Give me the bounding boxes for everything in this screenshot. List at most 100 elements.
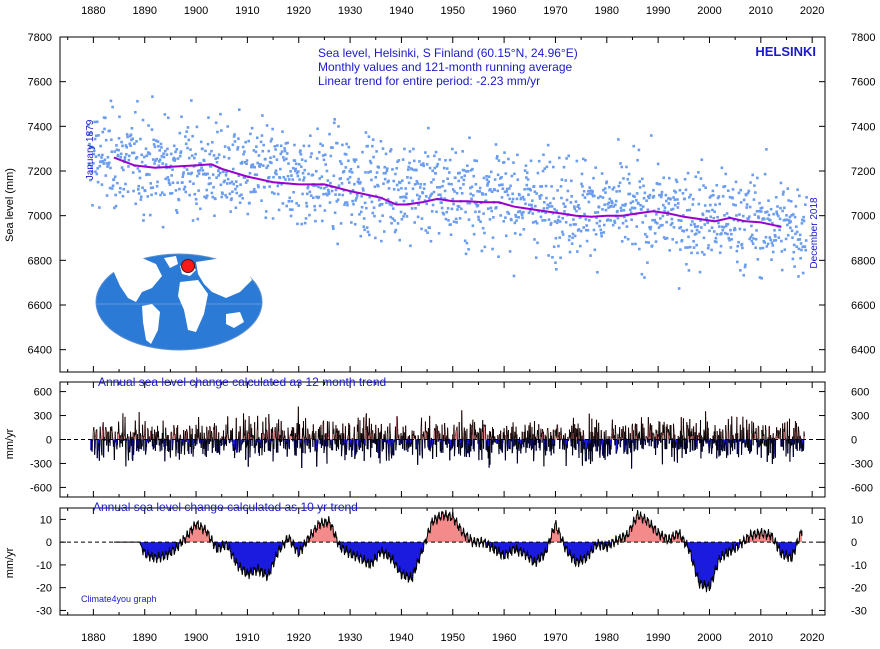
data-point xyxy=(627,172,631,176)
data-point xyxy=(210,149,213,153)
data-point xyxy=(644,232,647,236)
data-point xyxy=(725,212,729,215)
data-point xyxy=(669,223,673,227)
data-point xyxy=(473,159,476,162)
data-point xyxy=(242,152,245,156)
data-point xyxy=(679,248,682,251)
data-point xyxy=(785,218,789,222)
data-point xyxy=(421,191,425,195)
data-point xyxy=(88,142,91,146)
data-point xyxy=(391,207,395,210)
data-point xyxy=(234,206,238,210)
data-point xyxy=(654,221,657,224)
data-point xyxy=(739,188,743,192)
data-point xyxy=(533,190,537,194)
data-point xyxy=(344,166,348,169)
data-point xyxy=(735,260,739,264)
data-point xyxy=(290,174,293,177)
data-point xyxy=(374,175,378,179)
data-point xyxy=(700,250,704,254)
data-point xyxy=(548,205,551,208)
data-point xyxy=(252,188,256,191)
data-point xyxy=(368,195,372,199)
data-point xyxy=(644,214,648,218)
data-point xyxy=(401,195,405,199)
data-point xyxy=(558,220,562,223)
data-point xyxy=(412,159,416,163)
data-point xyxy=(802,215,805,219)
data-point xyxy=(261,114,264,117)
y-tick-label-left: 6800 xyxy=(28,255,52,267)
data-point xyxy=(665,236,669,240)
data-point xyxy=(226,125,230,128)
data-point xyxy=(116,181,119,185)
data-point xyxy=(120,140,123,144)
data-point xyxy=(202,172,205,176)
data-point xyxy=(631,200,635,203)
data-point xyxy=(190,154,194,158)
data-point xyxy=(466,169,470,173)
data-point xyxy=(791,257,795,261)
data-point xyxy=(359,180,362,184)
data-point xyxy=(368,233,371,237)
data-point xyxy=(309,194,313,197)
data-point xyxy=(698,270,702,274)
data-point xyxy=(621,221,625,225)
data-point xyxy=(574,200,578,203)
data-point xyxy=(712,216,716,220)
data-point xyxy=(797,247,801,251)
data-point xyxy=(96,180,100,184)
data-point xyxy=(676,206,680,209)
data-point xyxy=(472,174,476,178)
data-point xyxy=(749,181,752,184)
data-point xyxy=(395,183,399,187)
data-point xyxy=(547,218,551,221)
data-point xyxy=(318,177,322,180)
data-point xyxy=(281,202,285,205)
data-point xyxy=(558,236,562,239)
data-point xyxy=(267,176,271,179)
data-point xyxy=(213,214,216,218)
y-tick-label-right: 0 xyxy=(851,435,857,447)
data-point xyxy=(264,216,268,220)
data-point xyxy=(788,215,792,219)
data-point xyxy=(530,206,534,210)
y-tick-label-left: 300 xyxy=(34,411,52,423)
data-point xyxy=(144,147,148,151)
data-point xyxy=(199,162,203,166)
data-point xyxy=(310,152,313,155)
data-point xyxy=(691,220,694,223)
data-point xyxy=(170,174,173,177)
data-point xyxy=(399,210,403,214)
data-point xyxy=(531,212,535,215)
data-point xyxy=(314,169,318,173)
data-point xyxy=(262,143,265,147)
data-point xyxy=(211,140,214,144)
data-point xyxy=(351,188,355,192)
data-point xyxy=(682,214,685,217)
data-point xyxy=(741,214,745,218)
data-point xyxy=(210,191,214,195)
data-point xyxy=(239,183,242,186)
data-point xyxy=(743,228,746,232)
data-point xyxy=(300,165,303,168)
data-point xyxy=(251,163,255,166)
data-point xyxy=(94,170,97,174)
data-point xyxy=(130,127,134,130)
data-point xyxy=(520,211,523,215)
data-point xyxy=(583,212,586,216)
x-tick-label-top: 1970 xyxy=(543,5,567,17)
data-point xyxy=(790,213,793,217)
y-tick-label-left: 7400 xyxy=(28,121,52,133)
data-point xyxy=(347,145,351,149)
data-point xyxy=(701,213,705,217)
data-point xyxy=(424,229,428,232)
data-point xyxy=(618,189,621,193)
data-point xyxy=(729,246,733,249)
data-point xyxy=(363,201,367,205)
data-point xyxy=(286,141,289,145)
data-point xyxy=(468,136,471,140)
data-point xyxy=(637,148,641,152)
data-point xyxy=(187,138,191,142)
data-point xyxy=(243,150,246,153)
